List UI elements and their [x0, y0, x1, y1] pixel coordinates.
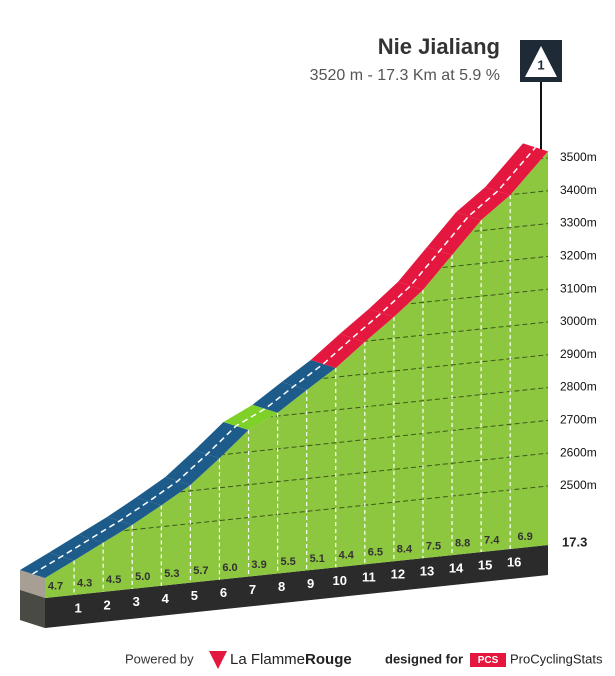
y-tick-label: 2500m [560, 478, 597, 492]
gradient-label: 7.5 [426, 541, 441, 553]
footer-site: ProCyclingStats [510, 651, 603, 666]
gradient-label: 4.4 [339, 550, 355, 562]
gradient-label: 5.0 [135, 571, 150, 583]
gradient-segment [339, 308, 394, 342]
km-label: 4 [162, 591, 170, 606]
end-face-base [20, 590, 45, 628]
gradient-label: 5.5 [280, 556, 295, 568]
gradient-label: 5.7 [193, 565, 208, 577]
gradient-segment [368, 281, 423, 317]
y-tick-label: 2800m [560, 380, 597, 394]
gradient-segment [397, 246, 453, 290]
grid-line [45, 485, 548, 540]
chart-title: Nie Jialiang [378, 34, 500, 59]
gradient-segment [20, 552, 75, 578]
km-label: 1 [74, 600, 81, 615]
gradient-segment [310, 333, 365, 368]
gradient-segment [223, 404, 278, 430]
gradient-label: 8.8 [455, 537, 470, 549]
brand-a: La Flamme [230, 651, 305, 668]
km-label: 10 [333, 573, 347, 588]
km-label: 15 [478, 557, 492, 572]
km-label: 9 [307, 576, 314, 591]
center-line [32, 146, 537, 575]
km-label: 12 [391, 567, 405, 582]
gradient-label: 5.1 [310, 553, 325, 565]
gradient-label: 3.9 [251, 559, 266, 571]
y-tick-label: 2900m [560, 347, 597, 361]
gradient-label: 5.3 [164, 568, 179, 580]
km-label: 8 [278, 579, 285, 594]
km-label: 14 [449, 561, 464, 576]
y-tick-label: 3400m [560, 183, 597, 197]
km-label: 3 [133, 594, 140, 609]
y-tick-label: 3100m [560, 281, 597, 295]
gradient-label: 7.4 [484, 534, 500, 546]
footer-brand: La FlammeRouge [230, 651, 352, 668]
km-label: 11 [362, 570, 376, 585]
gradient-segment [456, 187, 511, 221]
y-tick-label: 3300m [560, 216, 597, 230]
km-label: 7 [249, 582, 256, 597]
gradient-label: 6.9 [517, 531, 532, 543]
summit-label: 1 [537, 57, 544, 72]
summit-triangle [525, 46, 557, 77]
km-label: 2 [104, 597, 111, 612]
y-tick-label: 3200m [560, 249, 597, 263]
gradient-label: 6.5 [368, 547, 383, 559]
y-tick-label: 2700m [560, 413, 597, 427]
footer: Powered by La FlammeRouge designed for P… [125, 651, 603, 669]
y-tick-label: 2600m [560, 445, 597, 459]
plot: 1 2 3 4 5 6 7 8 9 10 11 12 13 14 15 164.7 4.3 4.5 5.0 5.3 5.… [20, 143, 597, 628]
gradient-label: 4.5 [106, 574, 121, 586]
footer-designed: designed for [385, 651, 463, 666]
gradient-label: 4.7 [48, 580, 63, 592]
gradient-segment [107, 497, 162, 525]
km-label: 5 [191, 588, 198, 603]
km-label: 13 [420, 564, 434, 579]
distance-label: 17.3 [562, 534, 587, 549]
elevation-area [45, 151, 548, 598]
footer-powered: Powered by [125, 651, 194, 666]
base-band [45, 545, 548, 628]
gradient-label: 4.3 [77, 577, 92, 589]
gradient-label: 8.4 [397, 544, 413, 556]
y-tick-label: 3500m [560, 150, 597, 164]
km-label: 16 [507, 554, 521, 569]
pcs-logo [470, 653, 506, 667]
brand-b: Rouge [305, 651, 352, 668]
pcs-text: PCS [478, 655, 499, 666]
km-label: 6 [220, 585, 227, 600]
gradient-label: 6.0 [222, 562, 237, 574]
y-tick-label: 3000m [560, 314, 597, 328]
flamme-logo [209, 651, 227, 669]
chart-subtitle: 3520 m - 17.3 Km at 5.9 % [310, 67, 500, 84]
